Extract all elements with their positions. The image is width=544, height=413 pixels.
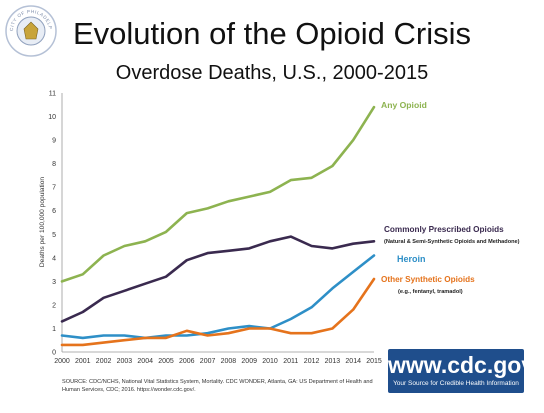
series-line-3 bbox=[60, 277, 376, 347]
series-line-1 bbox=[60, 235, 376, 323]
source-note: SOURCE: CDC/NCHS, National Vital Statist… bbox=[62, 379, 373, 393]
cdc-logo[interactable]: www.cdc.gov Your Source for Credible Hea… bbox=[388, 349, 535, 393]
y-tick-label: 10 bbox=[48, 114, 56, 121]
y-tick-label: 9 bbox=[52, 138, 56, 145]
series-lines bbox=[60, 105, 376, 347]
series-sublabel-1: (Natural & Semi-Synthetic Opioids and Me… bbox=[384, 239, 520, 245]
x-tick-label: 2000 bbox=[54, 358, 70, 365]
x-tick-label: 2002 bbox=[96, 358, 112, 365]
y-tick-label: 3 bbox=[52, 279, 56, 286]
x-tick-label: 2004 bbox=[137, 358, 153, 365]
y-tick-label: 6 bbox=[52, 208, 56, 215]
city-seal-logo: CITY OF PHILADELPHIA · LIBERTY · AND · F… bbox=[4, 4, 57, 57]
x-tick-label: 2008 bbox=[221, 358, 237, 365]
cdc-tagline: Your Source for Credible Health Informat… bbox=[393, 380, 519, 387]
series-label-3: Other Synthetic Opioids bbox=[381, 275, 475, 284]
y-tick-label: 4 bbox=[52, 255, 56, 262]
x-tick-label: 2007 bbox=[200, 358, 216, 365]
x-tick-label: 2011 bbox=[283, 358, 298, 365]
x-tick-label: 2012 bbox=[304, 358, 320, 365]
x-tick-label: 2005 bbox=[158, 358, 174, 365]
cdc-url: www.cdc.gov bbox=[388, 352, 535, 378]
series-labels: Any Opioid Commonly Prescribed Opioids (Na… bbox=[381, 100, 520, 295]
y-tick-label: 0 bbox=[52, 350, 56, 357]
y-tick-label: 1 bbox=[52, 326, 56, 333]
x-tick-label: 2003 bbox=[117, 358, 133, 365]
y-axis-label: Deaths per 100,000 population bbox=[39, 177, 46, 268]
series-label-0: Any Opioid bbox=[381, 100, 427, 110]
x-tick-label: 2001 bbox=[75, 358, 91, 365]
y-tick-labels: 0 1 2 3 4 5 6 7 8 9 10 11 bbox=[48, 91, 56, 357]
series-line-0 bbox=[60, 105, 376, 283]
series-label-2: Heroin bbox=[397, 254, 426, 264]
y-tick-label: 7 bbox=[52, 185, 56, 192]
y-tick-label: 8 bbox=[52, 161, 56, 168]
series-sublabel-3: (e.g., fentanyl, tramadol) bbox=[398, 289, 463, 295]
series-line-2 bbox=[60, 254, 376, 340]
x-tick-label: 2015 bbox=[366, 358, 382, 365]
page-title: Evolution of the Opioid Crisis bbox=[72, 16, 472, 51]
x-tick-label: 2010 bbox=[262, 358, 278, 365]
y-tick-label: 11 bbox=[49, 91, 56, 98]
x-tick-label: 2013 bbox=[325, 358, 341, 365]
page-subtitle: Overdose Deaths, U.S., 2000-2015 bbox=[115, 62, 429, 84]
y-tick-label: 5 bbox=[52, 232, 56, 239]
x-tick-labels: 2000 2001 2002 2003 2004 2005 2006 2007 2008 2009… bbox=[54, 358, 382, 365]
x-tick-label: 2009 bbox=[241, 358, 257, 365]
chart-axes bbox=[61, 93, 374, 353]
x-tick-label: 2014 bbox=[345, 358, 361, 365]
x-tick-label: 2006 bbox=[179, 358, 195, 365]
y-tick-label: 2 bbox=[52, 302, 56, 309]
series-label-1: Commonly Prescribed Opioids bbox=[384, 225, 504, 234]
